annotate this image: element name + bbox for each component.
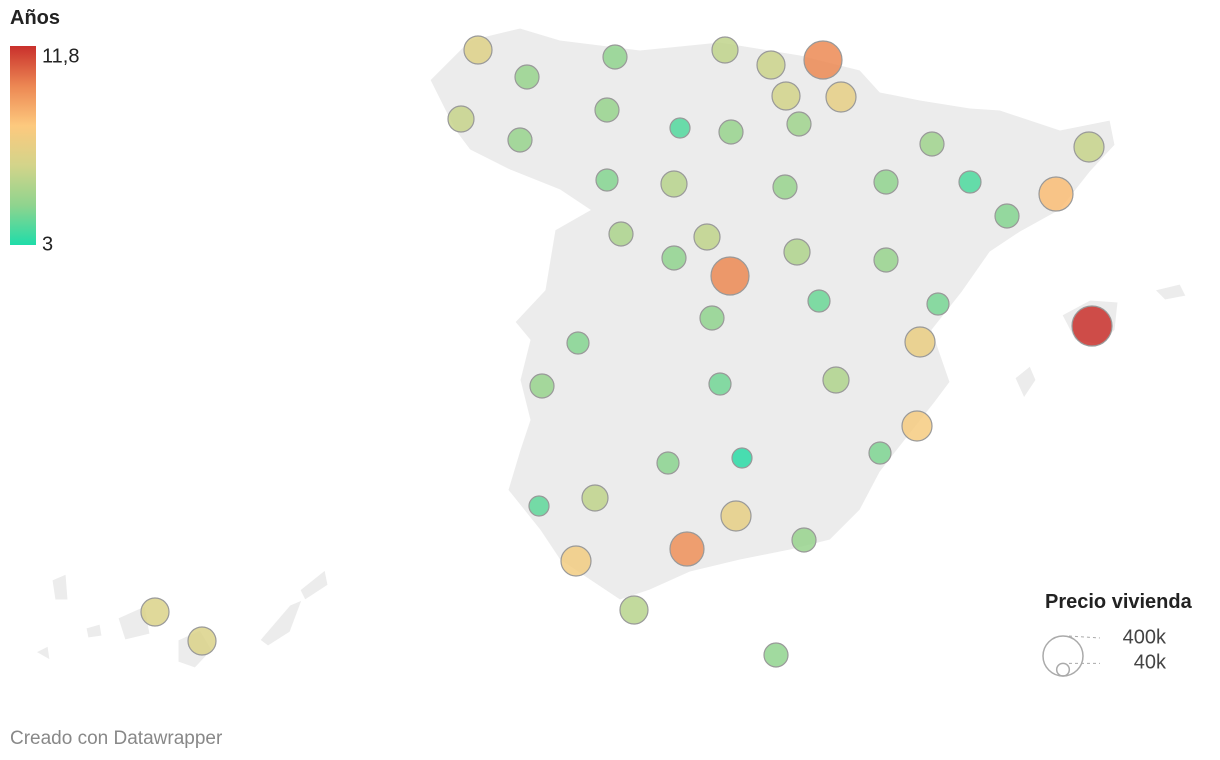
bubble: [1038, 176, 1074, 212]
bubble: [656, 451, 680, 475]
bubble: [581, 484, 609, 512]
bubble: [608, 221, 634, 247]
bubble: [873, 169, 899, 195]
size-legend-label: 40k: [1134, 652, 1167, 674]
bubble: [529, 373, 555, 399]
bubble: [140, 597, 170, 627]
bubble: [825, 81, 857, 113]
bubble: [699, 305, 725, 331]
bubble: [958, 170, 982, 194]
color-legend-bar: [10, 46, 36, 245]
bubble: [771, 81, 801, 111]
bubble: [710, 256, 750, 296]
bubble: [514, 64, 540, 90]
size-legend-circle: [1042, 635, 1084, 677]
canary-6: [259, 599, 303, 647]
ibiza: [1014, 365, 1037, 400]
credit: Creado con Datawrapper: [10, 728, 223, 749]
color-legend-label: 11,8: [42, 45, 79, 67]
bubble: [602, 44, 628, 70]
bubble: [661, 245, 687, 271]
bubble: [560, 545, 592, 577]
bubble: [619, 595, 649, 625]
bubble: [594, 97, 620, 123]
bubble: [803, 40, 843, 80]
size-legend-leader: [1068, 635, 1101, 639]
bubble: [756, 50, 786, 80]
canary-7: [299, 569, 329, 601]
bubble: [822, 366, 850, 394]
bubble: [528, 495, 550, 517]
bubble: [731, 447, 753, 469]
bubble: [904, 326, 936, 358]
bubble: [566, 331, 590, 355]
bubble: [1071, 305, 1113, 347]
bubble: [187, 626, 217, 656]
bubble: [711, 36, 739, 64]
bubble: [463, 35, 493, 65]
bubble: [901, 410, 933, 442]
bubble: [791, 527, 817, 553]
bubble: [783, 238, 811, 266]
canary-3: [85, 623, 103, 639]
bubble: [807, 289, 831, 313]
bubble: [926, 292, 950, 316]
bubble: [507, 127, 533, 153]
bubble: [447, 105, 475, 133]
bubble: [919, 131, 945, 157]
canary-1: [51, 573, 69, 601]
size-legend-title: Precio vivienda: [1045, 591, 1193, 613]
size-legend-circle: [1055, 662, 1071, 677]
bubble: [660, 170, 688, 198]
color-legend-label: 3: [42, 233, 53, 255]
bubble: [693, 223, 721, 251]
bubble: [868, 441, 892, 465]
menorca: [1154, 283, 1187, 301]
bubble: [669, 531, 705, 567]
bubble: [873, 247, 899, 273]
bubble: [708, 372, 732, 396]
bubble: [772, 174, 798, 200]
bubble: [718, 119, 744, 145]
bubble: [595, 168, 619, 192]
bubble: [994, 203, 1020, 229]
bubble: [763, 642, 789, 668]
bubble: [669, 117, 691, 139]
size-legend-label: 400k: [1123, 626, 1167, 648]
color-legend-title: Años: [10, 7, 60, 29]
canary-2: [34, 645, 51, 661]
bubble: [720, 500, 752, 532]
land: [34, 27, 1187, 669]
bubbles: [140, 35, 1113, 668]
bubble: [786, 111, 812, 137]
bubble: [1073, 131, 1105, 163]
